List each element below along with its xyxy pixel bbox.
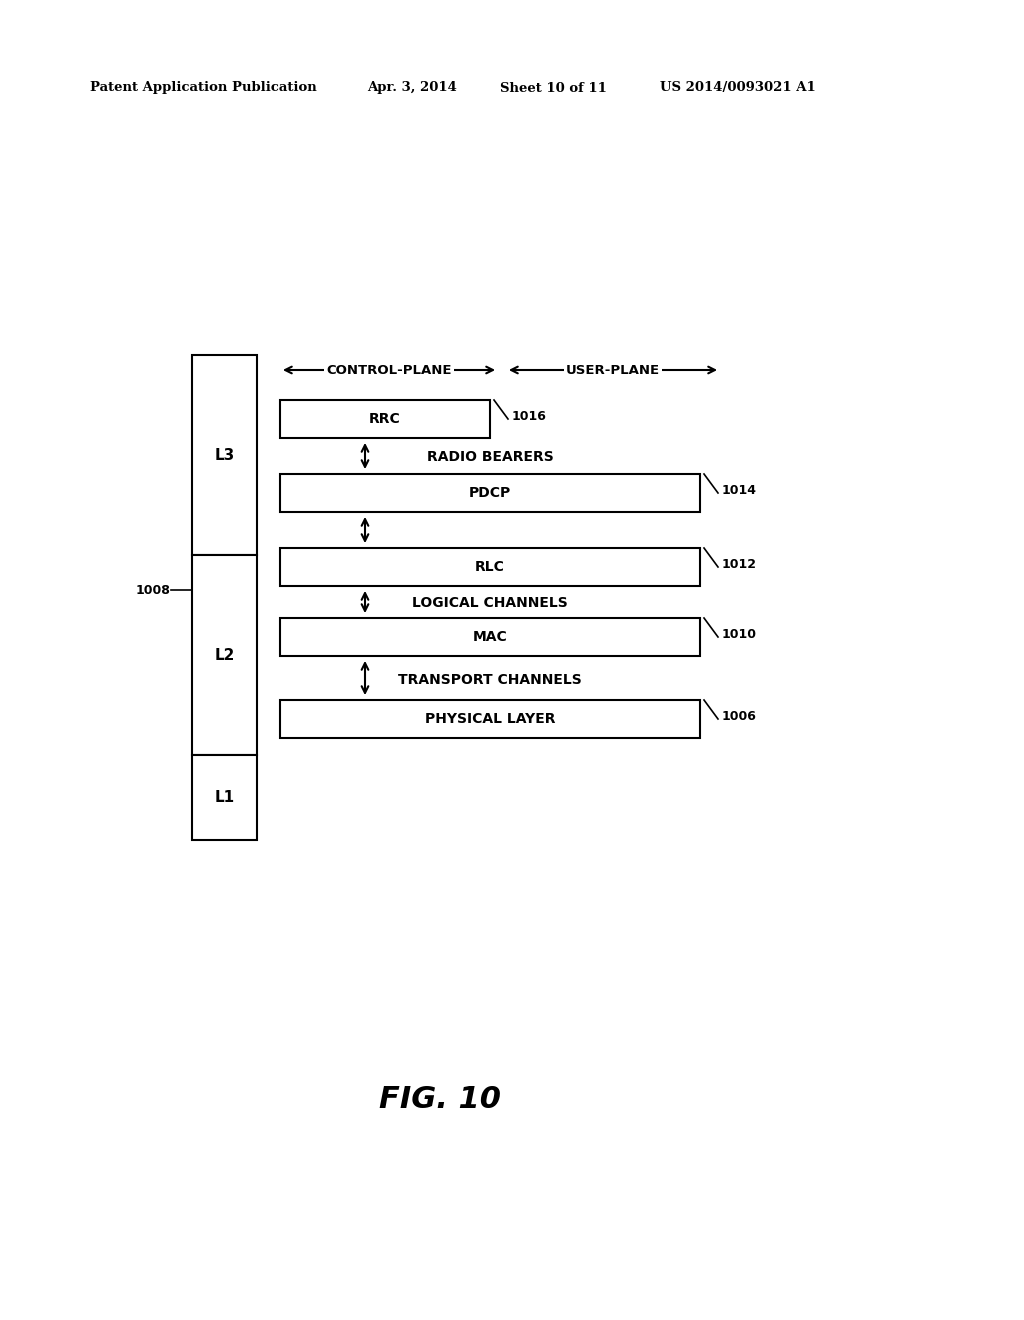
Text: Patent Application Publication: Patent Application Publication [90, 82, 316, 95]
Text: 1012: 1012 [722, 557, 757, 570]
Bar [280, 700, 700, 738]
Text: L1: L1 [214, 789, 234, 805]
Text: RLC: RLC [475, 560, 505, 574]
Bar [280, 400, 490, 438]
Text: LOGICAL CHANNELS: LOGICAL CHANNELS [412, 597, 568, 610]
Bar [280, 548, 700, 586]
Text: PDCP: PDCP [469, 486, 511, 500]
Text: RADIO BEARERS: RADIO BEARERS [427, 450, 553, 465]
Text: PHYSICAL LAYER: PHYSICAL LAYER [425, 711, 555, 726]
Text: 1006: 1006 [722, 710, 757, 722]
Text: L3: L3 [214, 447, 234, 462]
Bar [193, 755, 257, 840]
Text: 1014: 1014 [722, 483, 757, 496]
Text: US 2014/0093021 A1: US 2014/0093021 A1 [660, 82, 816, 95]
Text: CONTROL-PLANE: CONTROL-PLANE [327, 363, 452, 376]
Bar [193, 355, 257, 554]
Text: USER-PLANE: USER-PLANE [566, 363, 660, 376]
Text: Sheet 10 of 11: Sheet 10 of 11 [500, 82, 607, 95]
Text: FIG. 10: FIG. 10 [379, 1085, 502, 1114]
Bar [193, 554, 257, 755]
Bar [280, 618, 700, 656]
Text: L2: L2 [214, 648, 234, 663]
Bar [280, 474, 700, 512]
Text: 1010: 1010 [722, 627, 757, 640]
Text: TRANSPORT CHANNELS: TRANSPORT CHANNELS [398, 673, 582, 686]
Text: RRC: RRC [369, 412, 400, 426]
Text: 1016: 1016 [512, 409, 547, 422]
Text: 1008: 1008 [135, 583, 170, 597]
Text: Apr. 3, 2014: Apr. 3, 2014 [367, 82, 457, 95]
Text: MAC: MAC [473, 630, 507, 644]
